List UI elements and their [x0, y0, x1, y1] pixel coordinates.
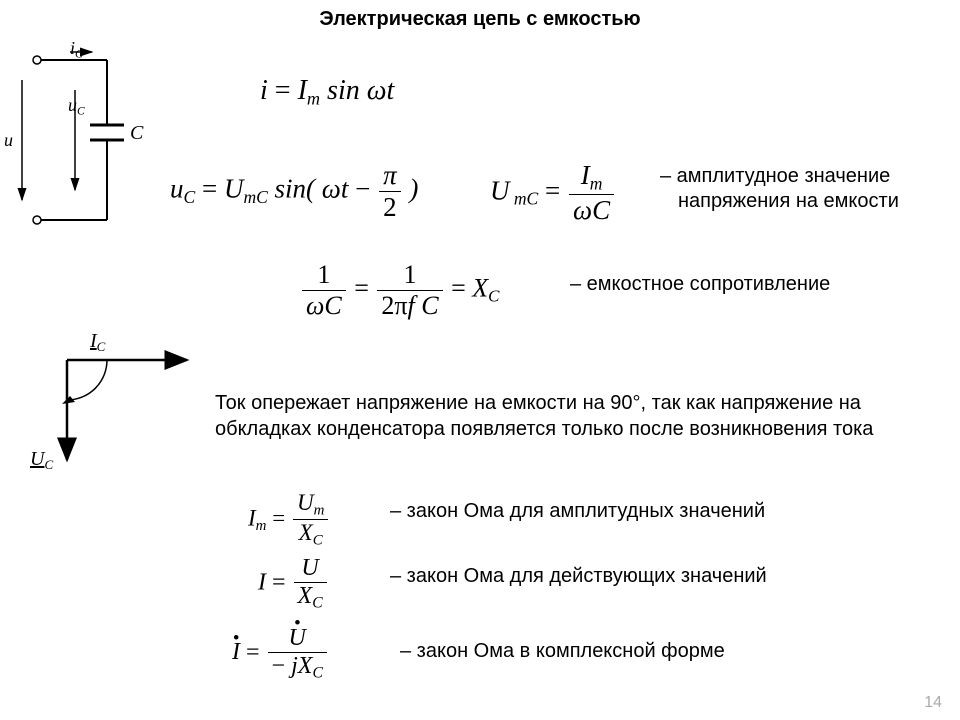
eq-current: i = Im sin ωt: [260, 75, 394, 109]
eq-voltage: uC = UmC sin( ωt − π 2 ): [170, 160, 418, 223]
ann-ohm-rms: – закон Ома для действующих значений: [390, 565, 767, 588]
ann-amplitude-2: напряжения на емкости: [678, 190, 899, 213]
eq-xc: 1 ωC = 1 2πf C = XC: [300, 260, 499, 321]
label-u: u: [4, 130, 13, 151]
page-title: Электрическая цепь с емкостью: [0, 8, 960, 31]
label-uc: uC: [68, 95, 85, 118]
phasor-ic-label: IC: [90, 330, 105, 355]
eq-umc: U mC = Im ωC: [490, 160, 616, 226]
ann-ohm-amplitude: – закон Ома для амплитудных значений: [390, 500, 765, 523]
ann-ohm-complex: – закон Ома в комплексной форме: [400, 640, 725, 663]
page-number: 14: [924, 694, 942, 712]
ann-xc: – емкостное сопротивление: [570, 273, 830, 296]
eq-ohm-rms: I = U XC: [258, 555, 329, 613]
label-capacitor: C: [130, 122, 143, 145]
eq-ohm-complex: I = U − jXC: [232, 625, 329, 683]
phasor-uc-label: UC: [30, 448, 53, 473]
paragraph-explanation: Ток опережает напряжение на емкости на 9…: [215, 390, 935, 442]
ann-amplitude: – амплитудное значение: [660, 165, 890, 188]
label-ic: iC: [70, 38, 83, 61]
eq-ohm-amplitude: Im = Um XC: [248, 490, 330, 550]
